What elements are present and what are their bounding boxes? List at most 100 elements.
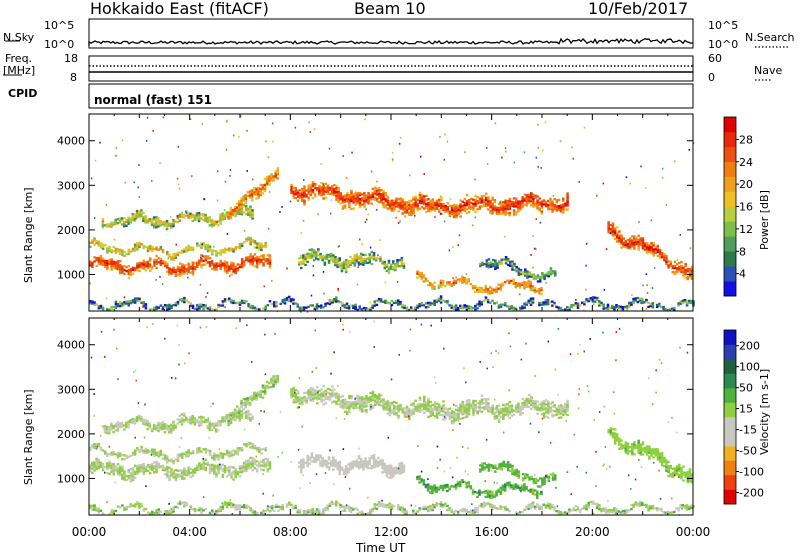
power-cell <box>234 210 237 212</box>
velocity-cell <box>406 406 409 408</box>
power-cell <box>398 265 401 267</box>
power-cell <box>401 259 404 261</box>
power-cell <box>548 273 551 275</box>
power-cell <box>425 195 428 197</box>
velocity-cell <box>238 410 241 412</box>
velocity-cell <box>130 480 133 482</box>
power-cell <box>438 209 441 211</box>
velocity-cell <box>446 484 449 486</box>
velocity-cell <box>181 457 184 459</box>
velocity-cell <box>164 427 167 429</box>
velocity-cell <box>367 401 370 403</box>
power-scatter-point <box>313 275 315 277</box>
power-cell <box>113 263 116 265</box>
power-cell <box>612 228 615 230</box>
power-colorbar-tick-label: 12 <box>739 223 753 236</box>
velocity-cell <box>442 487 445 489</box>
power-cell <box>491 210 494 212</box>
power-cell <box>168 273 171 275</box>
power-cell <box>196 242 199 244</box>
power-cell <box>389 204 392 206</box>
power-cell <box>341 304 344 306</box>
power-cell <box>307 189 310 191</box>
velocity-cell <box>140 450 143 452</box>
power-colorbar-segment <box>724 251 736 266</box>
power-cell <box>612 234 615 236</box>
power-cell <box>321 259 324 261</box>
velocity-cell <box>240 410 243 412</box>
power-cell <box>470 283 473 285</box>
power-cell <box>674 267 677 269</box>
velocity-cell <box>104 425 107 427</box>
power-scatter-point <box>654 267 656 269</box>
velocity-cell <box>389 408 392 410</box>
power-cell <box>311 248 314 250</box>
power-cell <box>380 298 383 300</box>
velocity-cell <box>382 407 385 409</box>
power-cell <box>360 259 363 261</box>
velocity-cell <box>262 385 265 387</box>
power-cell <box>502 201 505 203</box>
power-cell <box>121 223 124 225</box>
power-cell <box>427 210 430 212</box>
power-cell <box>172 257 175 259</box>
power-cell <box>110 258 113 260</box>
power-cell <box>532 200 535 202</box>
power-cell <box>284 302 287 304</box>
power-cell <box>466 202 469 204</box>
power-scatter-point <box>365 221 367 223</box>
power-scatter-point <box>646 284 648 286</box>
velocity-cell <box>222 474 225 476</box>
power-cell <box>541 272 544 274</box>
power-cell <box>119 303 122 305</box>
velocity-cell <box>498 405 501 407</box>
power-cell <box>249 241 252 243</box>
power-cell <box>324 262 327 264</box>
power-cell <box>432 198 435 200</box>
velocity-cell <box>132 479 135 481</box>
power-cell <box>399 198 402 200</box>
power-cell <box>373 254 376 256</box>
velocity-cell <box>254 463 257 465</box>
power-cell <box>667 264 670 266</box>
power-cell <box>382 194 385 196</box>
power-cell <box>228 300 231 302</box>
power-cell <box>363 307 366 309</box>
velocity-cell <box>256 470 259 472</box>
velocity-cell <box>267 470 270 472</box>
power-cell <box>179 263 182 265</box>
power-cell <box>420 272 423 274</box>
power-cell <box>678 270 681 272</box>
power-scatter-point <box>392 158 394 160</box>
power-scatter-point <box>628 247 630 249</box>
power-cell <box>436 299 439 301</box>
power-cell <box>234 212 237 214</box>
velocity-cell <box>123 478 126 480</box>
power-cell <box>162 260 165 262</box>
velocity-cell <box>132 422 135 424</box>
velocity-cell <box>181 421 184 423</box>
velocity-cell <box>110 426 113 428</box>
power-cell <box>322 193 325 195</box>
power-cell <box>628 306 631 308</box>
velocity-cell <box>547 409 550 411</box>
velocity-cell <box>260 394 263 396</box>
velocity-cell <box>136 473 139 475</box>
velocity-cell <box>425 484 428 486</box>
power-cell <box>181 216 184 218</box>
power-cell <box>252 261 255 263</box>
power-cell <box>635 237 638 239</box>
velocity-cell <box>262 469 265 471</box>
power-cell <box>381 262 384 264</box>
power-cell <box>646 252 649 254</box>
power-cell <box>515 197 518 199</box>
power-cell <box>455 206 458 208</box>
velocity-cell <box>213 458 216 460</box>
power-cell <box>480 287 483 289</box>
velocity-cell <box>198 447 201 449</box>
power-cell <box>488 258 491 260</box>
velocity-cell <box>255 396 258 398</box>
velocity-cell <box>249 442 252 444</box>
velocity-cell <box>300 469 303 471</box>
power-cell <box>318 189 321 191</box>
